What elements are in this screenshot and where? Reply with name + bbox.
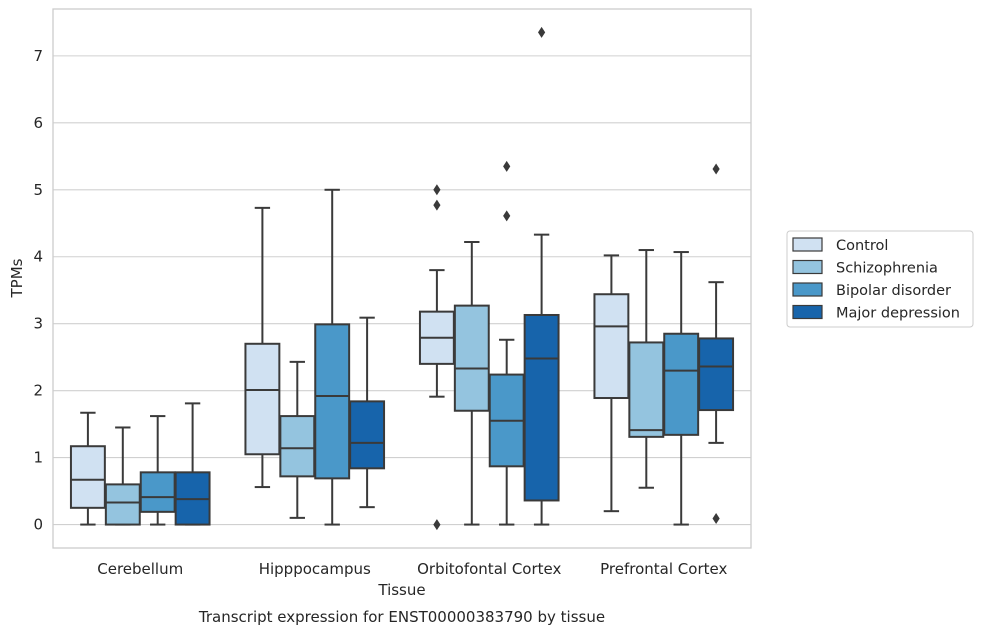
y-tick-label: 3 [33, 315, 43, 333]
x-tick-label: Cerebellum [97, 560, 183, 578]
box-iqr [139, 471, 176, 513]
outlier-point [712, 163, 720, 175]
y-tick-label: 6 [33, 114, 43, 132]
legend-label: Control [836, 238, 888, 254]
box-iqr [244, 342, 281, 456]
legend-label: Major depression [836, 306, 960, 322]
outlier-point [503, 210, 511, 222]
box-1-2 [314, 188, 351, 526]
y-axis-label: TPMs [8, 258, 26, 298]
outlier-point [503, 160, 511, 172]
box-iqr [69, 445, 106, 509]
outlier-point [433, 199, 441, 211]
grid-lines [53, 55, 751, 526]
x-axis-ticks: Cerebellum Hipppocampus Orbitofontal Corte… [97, 560, 727, 578]
box-3-0 [593, 254, 630, 513]
box-iqr [314, 323, 351, 480]
y-tick-label: 5 [33, 181, 43, 199]
y-tick-label: 4 [33, 248, 43, 266]
box-iqr [104, 483, 141, 526]
legend-frame [786, 230, 974, 328]
box-2-3 [523, 26, 560, 526]
box-3-2 [663, 251, 700, 526]
chart-caption: Transcript expression for ENST0000038379… [198, 608, 605, 626]
x-tick-label: Prefrontal Cortex [600, 560, 727, 578]
box-0-3 [174, 402, 211, 526]
box-series [69, 26, 735, 531]
box-0-1 [104, 426, 141, 526]
box-1-1 [279, 360, 316, 519]
outlier-point [433, 184, 441, 196]
box-1-0 [244, 206, 281, 489]
box-iqr [523, 313, 560, 502]
legend-swatch [792, 282, 823, 297]
x-tick-label: Orbitofontal Cortex [417, 560, 561, 578]
legend: Control Schizophrenia Bipolar disorder Majo… [786, 230, 974, 328]
box-iqr [279, 415, 316, 478]
box-iqr [698, 337, 735, 412]
box-3-3 [698, 163, 735, 525]
plot-frame [52, 8, 752, 549]
box-iqr [663, 332, 700, 436]
outlier-point [538, 26, 546, 38]
box-0-2 [139, 415, 176, 526]
box-2-2 [488, 160, 525, 526]
y-axis-ticks: 0 1 2 3 4 5 6 7 [33, 47, 43, 534]
box-iqr [593, 293, 630, 400]
outlier-point [433, 519, 441, 531]
legend-swatch [792, 237, 823, 252]
legend-swatch [792, 304, 823, 320]
y-tick-label: 0 [33, 516, 43, 534]
x-axis-label: Tissue [377, 581, 425, 599]
outlier-point [712, 513, 720, 525]
box-iqr [453, 304, 490, 412]
box-iqr [349, 400, 386, 470]
y-tick-label: 1 [33, 449, 43, 467]
legend-swatch [792, 259, 823, 275]
box-iqr [628, 341, 665, 438]
legend-label: Bipolar disorder [836, 283, 951, 299]
box-3-1 [628, 249, 665, 489]
x-tick-label: Hipppocampus [259, 560, 371, 578]
box-2-0 [418, 184, 455, 531]
y-tick-label: 7 [33, 47, 43, 65]
box-1-3 [349, 316, 386, 509]
y-tick-label: 2 [33, 382, 43, 400]
legend-label: Schizophrenia [836, 261, 938, 277]
box-2-1 [453, 241, 490, 526]
box-0-0 [69, 411, 106, 526]
